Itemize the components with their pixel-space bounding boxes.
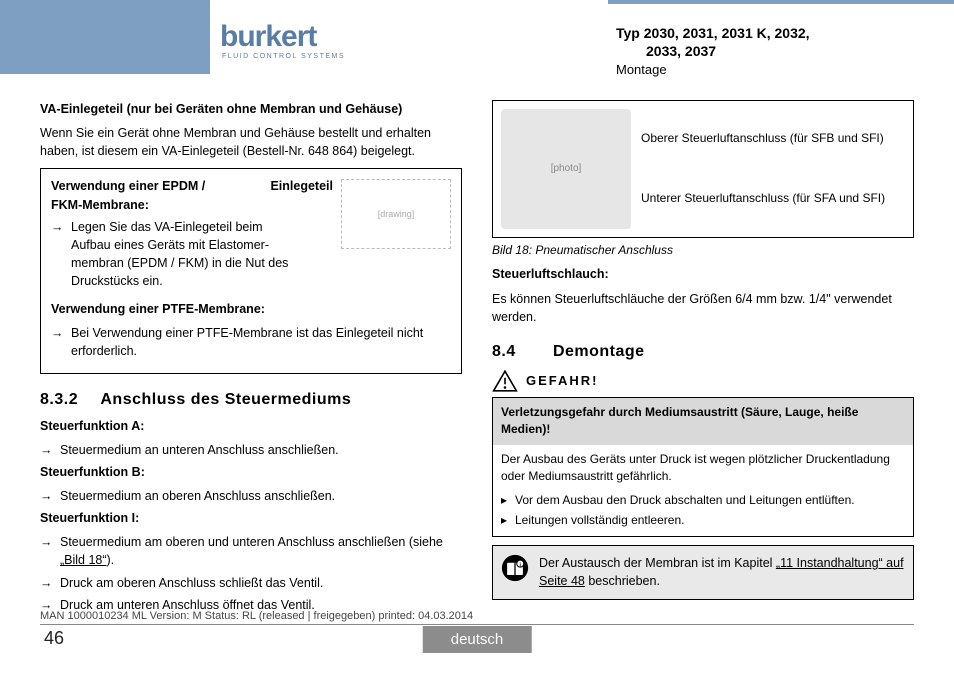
header-blue-left xyxy=(0,0,210,74)
section-832-heading: 8.3.2 Anschluss des Steuermediums xyxy=(40,388,462,411)
box-item-1: → Legen Sie das VA-Einlegeteil beim Aufb… xyxy=(51,218,333,291)
box-title-row: Verwendung einer EPDM / FKM-Membrane: Ei… xyxy=(51,177,333,213)
danger-bullet-1: ▸ Vor dem Ausbau den Druck abschalten un… xyxy=(501,492,905,509)
sf-a-text: Steuermedium an unteren Anschluss anschl… xyxy=(60,441,462,459)
arrow-icon: → xyxy=(40,574,60,592)
bild-18-link[interactable]: „Bild 18“ xyxy=(60,553,107,567)
sf-i-item-1-text: Steuermedium am oberen und unteren Ansch… xyxy=(60,533,462,569)
column-right: [photo] Oberer Steuerluftanschluss (für … xyxy=(492,100,914,613)
sf-b-text: Steuermedium an oberen Anschluss anschli… xyxy=(60,487,462,505)
box-right-title: Einlegeteil xyxy=(270,177,333,213)
column-left: VA-Einlegeteil (nur bei Geräten ohne Mem… xyxy=(40,100,462,613)
info-text-a: Der Austausch der Membran ist im Kapitel xyxy=(539,556,776,570)
einlegeteil-drawing: [drawing] xyxy=(341,179,451,249)
arrow-icon: → xyxy=(40,533,60,569)
sf-i-item-2-text: Druck am oberen Anschluss schließt das V… xyxy=(60,574,462,592)
info-text-b: beschrieben. xyxy=(585,574,660,588)
danger-box-body: Der Ausbau des Geräts unter Druck ist we… xyxy=(493,445,913,537)
figure-18-box: [photo] Oberer Steuerluftanschluss (für … xyxy=(492,100,914,238)
box-item-2: → Bei Verwendung einer PTFE-Membrane ist… xyxy=(51,324,451,360)
va-title: VA-Einlegeteil (nur bei Geräten ohne Mem… xyxy=(40,100,462,118)
sf-i-1b: ). xyxy=(107,553,115,567)
header-blue-right xyxy=(608,0,954,4)
triangle-icon: ▸ xyxy=(501,492,515,509)
info-box: i Der Austausch der Membran ist im Kapit… xyxy=(492,545,914,599)
sf-i-label: Steuerfunktion I: xyxy=(40,509,462,527)
language-tab: deutsch xyxy=(423,626,532,653)
logo: burkert FLUID CONTROL SYSTEMS xyxy=(220,24,580,60)
sf-b-item: → Steuermedium an oberen Anschluss ansch… xyxy=(40,487,462,505)
sf-a-label: Steuerfunktion A: xyxy=(40,417,462,435)
page: burkert FLUID CONTROL SYSTEMS Typ 2030, … xyxy=(0,0,954,673)
section-84-heading: 8.4 Demontage xyxy=(492,340,914,363)
content: VA-Einlegeteil (nur bei Geräten ohne Mem… xyxy=(40,100,914,613)
logo-word: burkert xyxy=(220,22,316,52)
figure-18-labels: Oberer Steuerluftanschluss (für SFB und … xyxy=(641,109,905,229)
header-right: Typ 2030, 2031, 2031 K, 2032, 2033, 2037… xyxy=(616,24,916,77)
danger-row: GEFAHR! xyxy=(492,369,914,393)
section-84-num: 8.4 xyxy=(492,340,548,363)
danger-word: GEFAHR! xyxy=(526,372,599,391)
box-item-1-text: Legen Sie das VA-Einlegeteil beim Aufbau… xyxy=(71,218,301,291)
membrane-box: [drawing] Verwendung einer EPDM / FKM-Me… xyxy=(40,168,462,373)
info-text: Der Austausch der Membran ist im Kapitel… xyxy=(539,554,905,590)
section-832-num: 8.3.2 xyxy=(40,388,96,411)
arrow-icon: → xyxy=(40,441,60,459)
schlauch-title: Steuerluftschlauch: xyxy=(492,265,914,283)
sf-i-item-1: → Steuermedium am oberen und unteren Ans… xyxy=(40,533,462,569)
sf-i-item-2: → Druck am oberen Anschluss schließt das… xyxy=(40,574,462,592)
fig-label-upper: Oberer Steuerluftanschluss (für SFB und … xyxy=(641,130,905,147)
page-number: 46 xyxy=(44,628,64,649)
danger-box: Verletzungsgefahr durch Mediumsaustritt … xyxy=(492,397,914,537)
header-section: Montage xyxy=(616,62,916,77)
arrow-icon: → xyxy=(51,218,71,291)
arrow-icon: → xyxy=(40,487,60,505)
figure-18-photo: [photo] xyxy=(501,109,631,229)
triangle-icon: ▸ xyxy=(501,512,515,529)
box-left-title: Verwendung einer EPDM / FKM-Membrane: xyxy=(51,177,231,213)
warning-icon xyxy=(492,369,518,393)
schlauch-text: Es können Steuerluftschläuche der Größen… xyxy=(492,290,914,326)
sf-b-label: Steuerfunktion B: xyxy=(40,463,462,481)
figure-18-caption: Bild 18: Pneumatischer Anschluss xyxy=(492,242,914,259)
fig-label-lower: Unterer Steuerluftanschluss (für SFA und… xyxy=(641,190,905,207)
arrow-icon: → xyxy=(51,324,71,360)
type-line-1: Typ 2030, 2031, 2031 K, 2032, xyxy=(616,24,916,42)
danger-bullet-2-text: Leitungen vollständig entleeren. xyxy=(515,512,684,529)
sf-a-item: → Steuermedium an unteren Anschluss ansc… xyxy=(40,441,462,459)
footer-meta: MAN 1000010234 ML Version: M Status: RL … xyxy=(40,610,914,625)
section-832-title: Anschluss des Steuermediums xyxy=(100,391,351,408)
va-text: Wenn Sie ein Gerät ohne Membran und Gehä… xyxy=(40,124,462,160)
type-line-2: 2033, 2037 xyxy=(616,42,916,60)
danger-box-title: Verletzungsgefahr durch Mediumsaustritt … xyxy=(493,398,913,445)
danger-body-text: Der Ausbau des Geräts unter Druck ist we… xyxy=(501,451,905,486)
box-item-2-text: Bei Verwendung einer PTFE-Membrane ist d… xyxy=(71,324,451,360)
logo-tagline: FLUID CONTROL SYSTEMS xyxy=(222,53,345,60)
danger-bullet-1-text: Vor dem Ausbau den Druck abschalten und … xyxy=(515,492,855,509)
sf-i-1a: Steuermedium am oberen und unteren Ansch… xyxy=(60,535,443,549)
book-info-icon: i xyxy=(501,554,529,582)
box-subtitle: Verwendung einer PTFE-Membrane: xyxy=(51,300,451,318)
section-84-title: Demontage xyxy=(553,343,645,360)
danger-bullet-2: ▸ Leitungen vollständig entleeren. xyxy=(501,512,905,529)
